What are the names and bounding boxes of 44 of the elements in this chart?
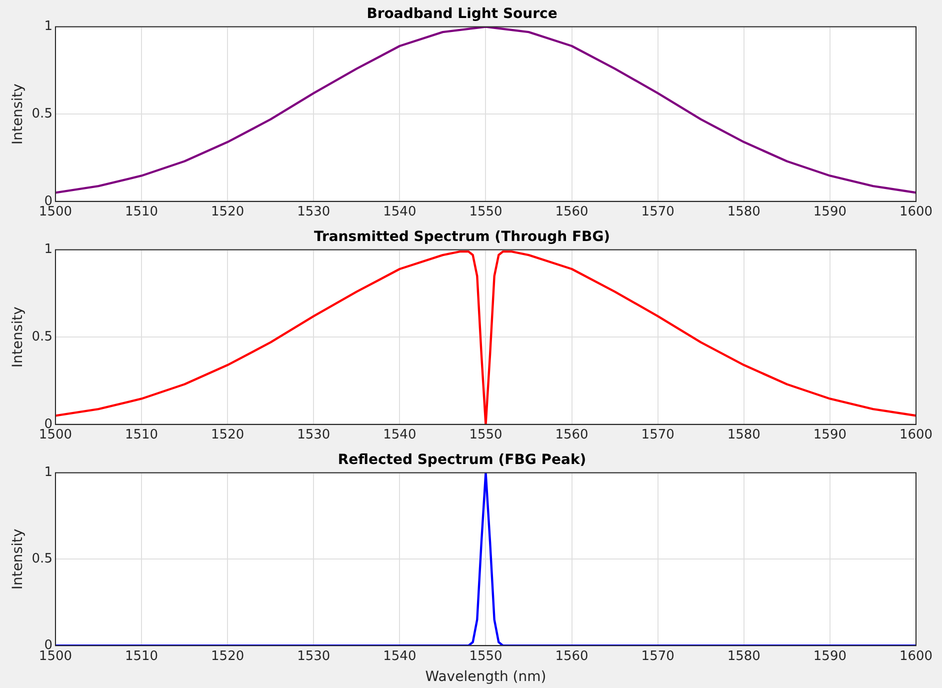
x-tick-label: 1530 xyxy=(297,204,330,220)
y-tick-label: 1 xyxy=(44,19,52,34)
x-tick-label: 1560 xyxy=(555,648,588,664)
x-tick-label: 1600 xyxy=(899,204,933,220)
x-tick-label: 1520 xyxy=(211,428,244,443)
y-tick-label: 0.5 xyxy=(32,552,52,567)
y-tick-label: 1 xyxy=(44,465,52,480)
x-tick-label: 1550 xyxy=(469,648,502,664)
chart-title: Broadband Light Source xyxy=(366,6,558,22)
x-tick-label: 1520 xyxy=(211,204,244,220)
x-tick-label: 1540 xyxy=(383,428,416,443)
x-tick-label: 1510 xyxy=(124,648,158,664)
x-tick-label: 1600 xyxy=(899,648,933,664)
x-tick-label: 1540 xyxy=(383,648,416,664)
x-tick-label: 1560 xyxy=(555,428,588,443)
x-tick-label: 1580 xyxy=(727,204,760,220)
x-tick-label: 1550 xyxy=(469,428,502,443)
x-tick-label: 1570 xyxy=(641,648,674,664)
x-tick-label: 1600 xyxy=(899,428,933,443)
y-tick-label: 0.5 xyxy=(32,329,52,344)
x-tick-label: 1530 xyxy=(297,648,330,664)
y-axis-title: Intensity xyxy=(10,84,26,145)
x-tick-label: 1570 xyxy=(641,204,674,220)
y-axis-title: Intensity xyxy=(10,306,26,368)
x-tick-label: 1590 xyxy=(813,648,846,664)
y-tick-label: 0.5 xyxy=(32,106,52,122)
x-tick-label: 1550 xyxy=(469,204,502,220)
x-tick-label: 1510 xyxy=(124,204,158,220)
x-tick-label: 1590 xyxy=(813,428,846,443)
x-tick-label: 1570 xyxy=(641,428,674,443)
y-tick-label: 1 xyxy=(44,242,52,258)
x-tick-label: 1560 xyxy=(555,204,588,220)
x-tick-label: 1510 xyxy=(124,428,158,443)
x-tick-label: 1580 xyxy=(727,428,760,443)
x-tick-label: 1500 xyxy=(38,648,72,664)
x-axis-title: Wavelength (nm) xyxy=(425,669,546,686)
x-tick-label: 1580 xyxy=(727,648,760,664)
x-tick-label: 1590 xyxy=(813,204,846,220)
y-axis-title: Intensity xyxy=(10,528,26,590)
x-tick-label: 1520 xyxy=(211,648,244,664)
x-tick-label: 1540 xyxy=(383,204,416,220)
chart-title: Reflected Spectrum (FBG Peak) xyxy=(338,452,586,468)
chart-title: Transmitted Spectrum (Through FBG) xyxy=(314,229,610,246)
x-tick-label: 1530 xyxy=(297,428,330,443)
